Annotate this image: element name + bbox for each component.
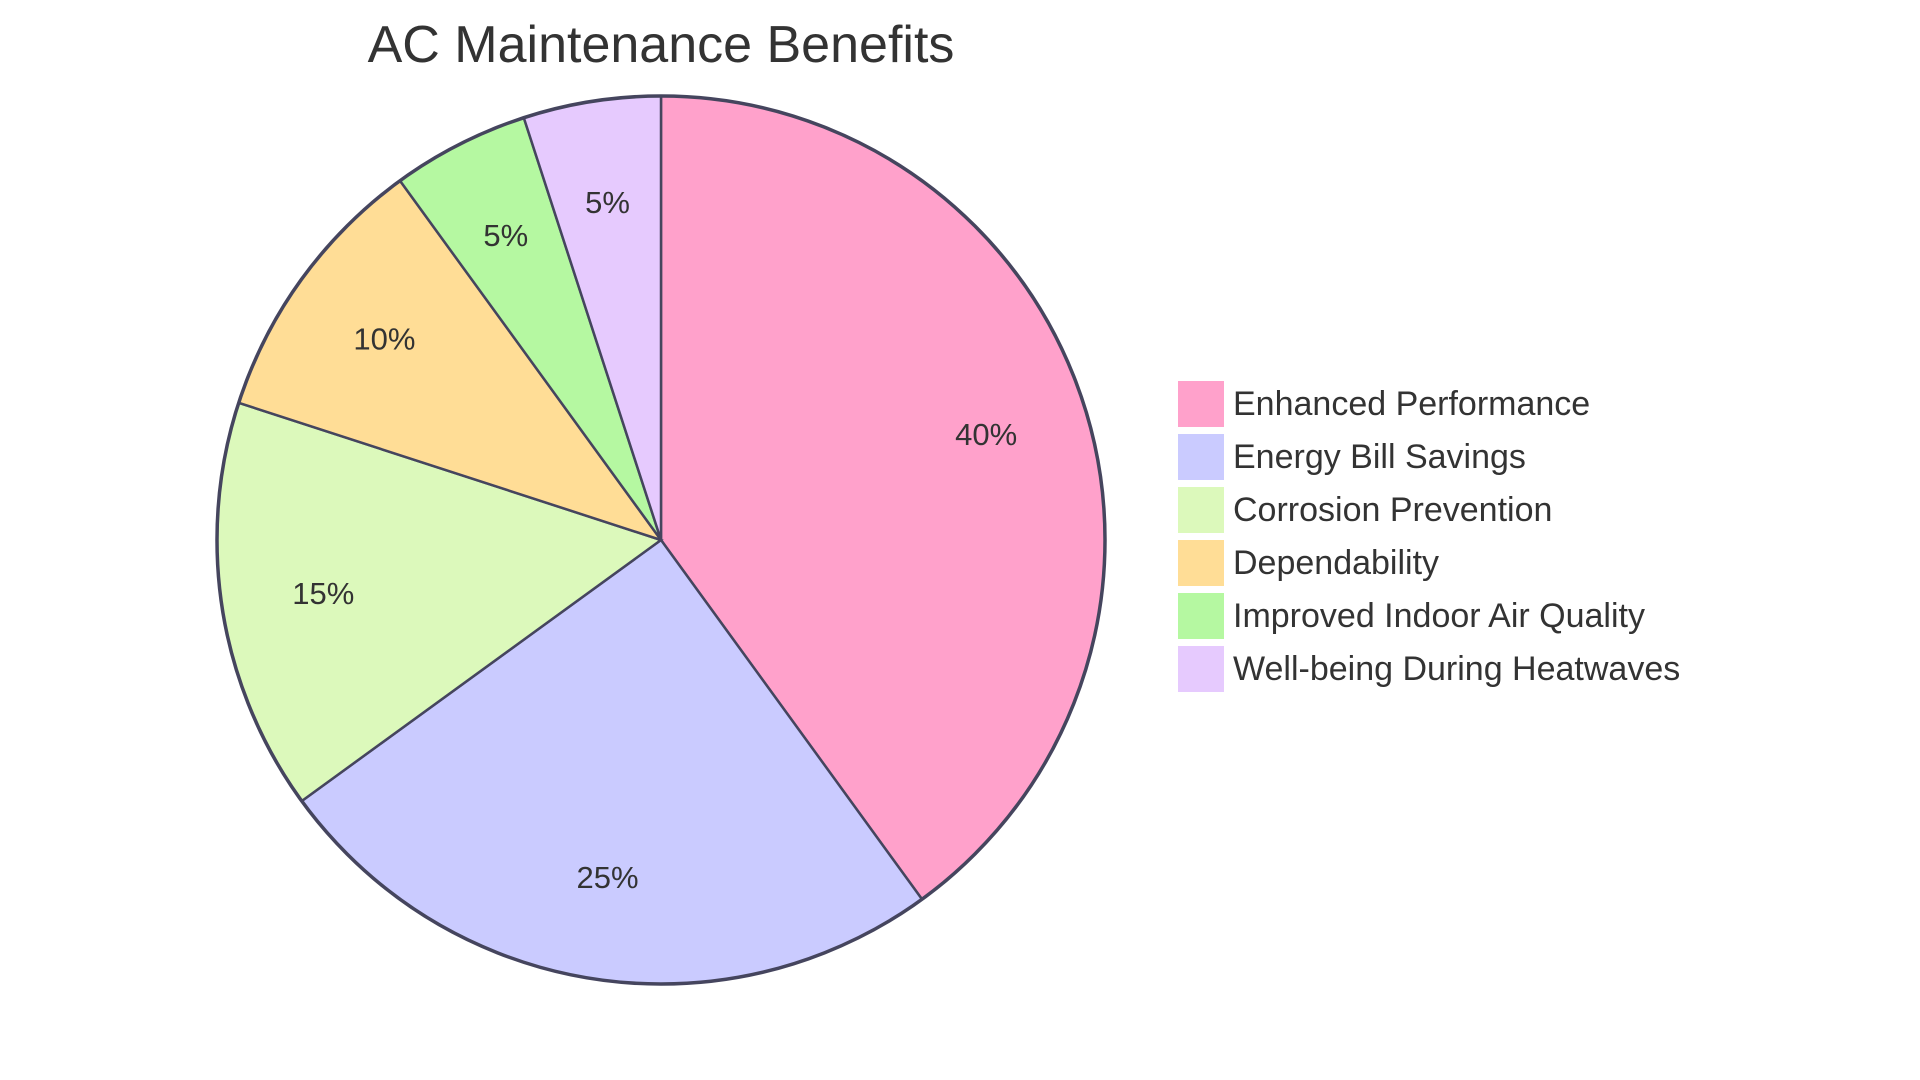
legend-item: Dependability [1178,540,1439,586]
slice-percent-label: 15% [292,576,354,611]
legend-item: Improved Indoor Air Quality [1178,593,1645,639]
legend-swatch [1178,381,1224,427]
legend-swatch [1178,540,1224,586]
pie-outline [215,94,1107,986]
legend-label: Corrosion Prevention [1233,491,1552,529]
slice-percent-label: 5% [483,218,528,253]
legend-swatch [1178,434,1224,480]
slice-percent-label: 5% [585,185,630,220]
legend-swatch [1178,487,1224,533]
legend-item: Enhanced Performance [1178,381,1590,427]
pie-slices [215,94,1107,986]
legend-label: Enhanced Performance [1233,385,1590,423]
legend-item: Corrosion Prevention [1178,487,1552,533]
slice-percent-label: 25% [576,860,638,895]
legend-swatch [1178,646,1224,692]
slice-percent-label: 40% [955,417,1017,452]
legend-label: Dependability [1233,544,1439,582]
slice-percent-label: 10% [353,322,415,357]
legend-item: Well-being During Heatwaves [1178,646,1680,692]
legend-swatch [1178,593,1224,639]
legend-label: Energy Bill Savings [1233,438,1526,476]
legend-label: Improved Indoor Air Quality [1233,597,1645,635]
slice-labels: 40% 25% 15% 10% 5% 5% [292,185,1017,895]
chart-title: AC Maintenance Benefits [368,16,955,74]
legend: Enhanced Performance Energy Bill Savings C… [1178,381,1680,692]
legend-label: Well-being During Heatwaves [1233,650,1680,688]
legend-item: Energy Bill Savings [1178,434,1526,480]
